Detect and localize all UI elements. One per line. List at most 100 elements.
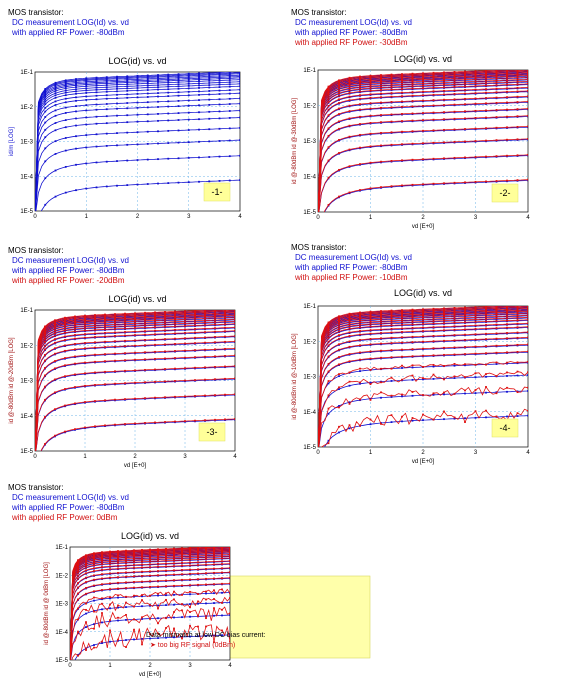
marker-red [173, 559, 175, 561]
marker-red [197, 578, 199, 580]
marker-red [77, 619, 79, 621]
x-tick-label: 0 [68, 663, 72, 669]
marker-red [133, 567, 135, 569]
marker-red [197, 561, 199, 563]
marker-red [117, 582, 119, 584]
marker-red [197, 564, 199, 566]
marker-red [221, 609, 223, 611]
marker-red [93, 552, 95, 554]
marker-blue [189, 593, 191, 595]
marker-red [213, 561, 215, 563]
marker-blue [125, 639, 127, 641]
marker-blue [157, 617, 159, 619]
marker-red [109, 561, 111, 563]
marker-red [109, 619, 111, 621]
marker-red [109, 582, 111, 584]
marker-red [221, 577, 223, 579]
marker-red [173, 565, 175, 567]
marker-blue [189, 603, 191, 605]
marker-red [117, 572, 119, 574]
marker-red [77, 608, 79, 610]
marker-blue [165, 594, 167, 596]
marker-red [141, 549, 143, 551]
marker-red [133, 618, 135, 620]
marker-red [85, 577, 87, 579]
marker-red [141, 571, 143, 573]
marker-red [93, 570, 95, 572]
marker-red [157, 560, 159, 562]
marker-red [85, 581, 87, 583]
marker-red [93, 585, 95, 587]
marker-red [125, 567, 127, 569]
marker-red [173, 556, 175, 558]
marker-red [101, 560, 103, 562]
marker-red [85, 572, 87, 574]
marker-red [181, 594, 183, 596]
marker-blue [133, 639, 135, 641]
marker-blue [109, 607, 111, 609]
marker-red [101, 573, 103, 575]
marker-red [189, 579, 191, 581]
marker-red [181, 579, 183, 581]
marker-red [133, 581, 135, 583]
marker-red [93, 590, 95, 592]
marker-red [101, 603, 103, 605]
marker-blue [117, 620, 119, 622]
marker-red [141, 586, 143, 588]
marker-red [117, 639, 119, 641]
marker-blue [189, 616, 191, 618]
mismatch-note: Data mismatch at low DC bias current: ➤ … [146, 631, 265, 651]
marker-red [213, 598, 215, 600]
marker-red [197, 626, 199, 628]
marker-red [117, 594, 119, 596]
marker-red [205, 558, 207, 560]
marker-blue [173, 594, 175, 596]
marker-blue [141, 605, 143, 607]
marker-red [125, 587, 127, 589]
marker-red [125, 646, 127, 648]
marker-red [109, 568, 111, 570]
marker-red [125, 564, 127, 566]
marker-red [101, 597, 103, 599]
marker-blue [85, 613, 87, 615]
marker-red [117, 550, 119, 552]
marker-red [157, 622, 159, 624]
marker-red [141, 567, 143, 569]
marker-blue [197, 603, 199, 605]
marker-red [93, 567, 95, 569]
note-line: Data mismatch at low DC bias current: [146, 631, 265, 641]
marker-red [173, 548, 175, 550]
marker-red [213, 568, 215, 570]
marker-red [93, 562, 95, 564]
marker-red [125, 560, 127, 562]
y-tick-label: 1E-3 [55, 602, 68, 608]
marker-red [85, 567, 87, 569]
marker-red [157, 593, 159, 595]
marker-red [221, 555, 223, 557]
marker-red [157, 556, 159, 558]
marker-red [77, 587, 79, 589]
marker-red [205, 556, 207, 558]
marker-red [157, 563, 159, 565]
marker-red [189, 573, 191, 575]
marker-red [157, 570, 159, 572]
marker-red [101, 551, 103, 553]
marker-red [101, 569, 103, 571]
marker-red [221, 602, 223, 604]
marker-red [221, 583, 223, 585]
marker-red [189, 555, 191, 557]
marker-red [125, 602, 127, 604]
marker-red [205, 591, 207, 593]
marker-red [125, 576, 127, 578]
marker-red [149, 563, 151, 565]
marker-red [205, 626, 207, 628]
marker-blue [125, 606, 127, 608]
marker-red [213, 563, 215, 565]
marker-red [229, 560, 231, 562]
marker-red [109, 559, 111, 561]
marker-red [85, 621, 87, 623]
marker-red [149, 580, 151, 582]
marker-blue [101, 622, 103, 624]
marker-red [157, 558, 159, 560]
